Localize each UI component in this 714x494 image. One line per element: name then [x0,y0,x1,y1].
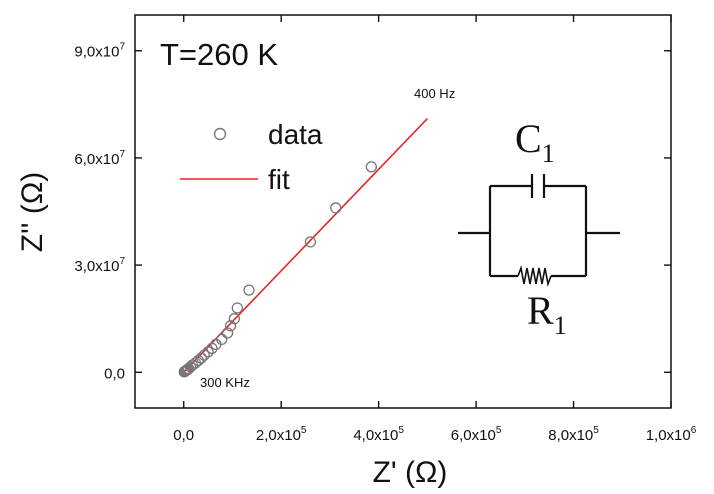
legend: data fit [180,119,323,195]
high-frequency-label: 300 KHz [200,375,250,390]
y-tick-label: 6,0x107 [74,149,125,168]
data-point [304,236,317,248]
x-tick-label: 2,0x105 [256,425,307,444]
capacitor-label: C1 [515,116,555,168]
resistor-zigzag [517,265,552,287]
y-tick-label: 3,0x107 [74,256,125,275]
ticks-layer: 0,0 2,0x105 4,0x105 6,0x105 8,0x105 1,0x106 0,… [74,15,697,444]
x-axis-label: Z' (Ω) [373,456,448,489]
data-point [202,346,214,358]
data-point [231,302,243,314]
data-point [221,327,234,339]
data-point [206,342,218,354]
y-tick-label: 0,0 [104,365,125,382]
legend-fit-label: fit [268,164,290,195]
data-point [330,202,342,214]
y-axis-label: Z'' (Ω) [16,172,49,253]
equivalent-circuit [458,174,620,287]
temperature-label: T=260 K [160,37,278,72]
x-tick-label: 8,0x105 [548,425,599,444]
data-point [195,352,207,364]
x-tick-label: 1,0x106 [646,425,697,444]
data-point [365,161,377,173]
legend-data-marker [213,127,227,141]
y-tick-label: 9,0x107 [74,42,125,61]
x-tick-label: 0,0 [173,427,194,444]
legend-data-label: data [268,119,323,150]
x-tick-label: 4,0x105 [353,425,404,444]
resistor-label: R1 [527,288,567,340]
low-frequency-label: 400 Hz [414,86,455,101]
data-point [216,333,228,346]
data-point [198,349,210,361]
x-tick-label: 6,0x105 [451,425,502,444]
points-layer [178,161,377,378]
data-point [228,313,241,325]
data-point [243,284,255,296]
plot-frame [134,14,672,409]
data-point [182,363,195,375]
